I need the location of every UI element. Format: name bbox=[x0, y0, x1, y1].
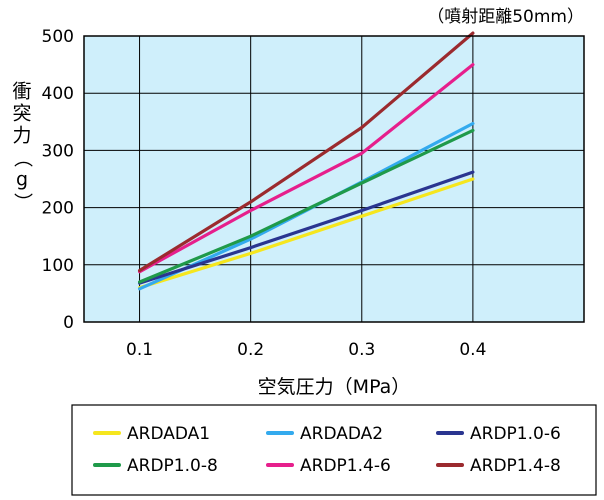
legend-label: ARDP1.0-6 bbox=[470, 424, 561, 444]
x-axis-title: 空気圧力（MPa） bbox=[258, 376, 411, 398]
legend-items: ARDADA1 ARDADA2 ARDP1.0-6 ARDP1.0-8 ARDP1.4-… bbox=[93, 424, 561, 476]
legend-label: ARDP1.0-8 bbox=[127, 456, 218, 476]
legend bbox=[71, 404, 597, 496]
y-axis-title-char: 突 bbox=[12, 103, 31, 125]
series-line-ardp1-0-8 bbox=[138, 128, 475, 284]
legend-label: ARDADA2 bbox=[300, 424, 383, 444]
plot-frame bbox=[83, 35, 585, 323]
legend-label: ARDP1.4-6 bbox=[300, 456, 391, 476]
x-tick-label: 0.1 bbox=[126, 340, 153, 360]
x-tick-label: 0.2 bbox=[237, 340, 264, 360]
y-axis-ticks: 0 100 200 300 400 500 bbox=[42, 27, 74, 333]
y-tick-label: 300 bbox=[42, 141, 74, 161]
series-line-ardp1-4-8 bbox=[138, 31, 475, 273]
chart-annotation: （噴射距離50mm） bbox=[427, 7, 584, 27]
y-tick-label: 500 bbox=[42, 27, 74, 47]
legend-label: ARDP1.4-8 bbox=[470, 456, 561, 476]
y-tick-label: 400 bbox=[42, 84, 74, 104]
y-axis-title-char: ） bbox=[12, 192, 34, 211]
x-tick-label: 0.3 bbox=[348, 340, 375, 360]
y-axis-title-char: 衝 bbox=[12, 81, 31, 103]
y-axis-title: 衝突力（ g） bbox=[12, 81, 34, 212]
y-axis-title-char: （ bbox=[12, 148, 34, 167]
x-axis-ticks: 0.1 0.2 0.3 0.4 bbox=[126, 340, 486, 360]
x-tick-label: 0.4 bbox=[459, 340, 486, 360]
y-tick-label: 200 bbox=[42, 199, 74, 219]
y-tick-label: 0 bbox=[63, 313, 74, 333]
series-line-ardp1-0-6 bbox=[138, 170, 475, 285]
series-line-ardada1 bbox=[138, 177, 475, 290]
y-axis-title-char: 力 bbox=[12, 125, 31, 147]
y-tick-label: 100 bbox=[42, 256, 74, 276]
y-axis-title-char: g bbox=[16, 169, 28, 191]
legend-label: ARDADA1 bbox=[127, 424, 210, 444]
series-group bbox=[138, 31, 475, 291]
series-line-ardp1-4-6 bbox=[138, 62, 475, 274]
grid-lines bbox=[84, 36, 584, 322]
